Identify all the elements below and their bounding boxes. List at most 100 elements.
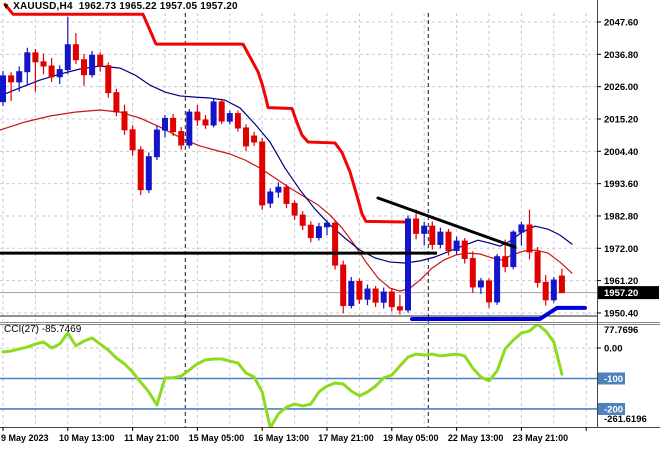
candle[interactable]: [372, 288, 379, 303]
candle[interactable]: [324, 222, 330, 228]
candle[interactable]: [72, 44, 79, 61]
candle[interactable]: [121, 111, 128, 131]
candle[interactable]: [162, 117, 168, 131]
candle[interactable]: [396, 306, 403, 311]
candle[interactable]: [429, 225, 436, 245]
candle[interactable]: [299, 214, 306, 226]
candle[interactable]: [445, 231, 452, 251]
candle[interactable]: [413, 218, 420, 234]
candle[interactable]: [24, 52, 31, 73]
candle[interactable]: [558, 275, 565, 294]
candle[interactable]: [48, 65, 55, 78]
price-axis-label: 1972.00: [604, 244, 638, 255]
time-axis-label: 23 May 21:00: [513, 433, 569, 443]
candle[interactable]: [105, 65, 112, 94]
candle[interactable]: [332, 222, 339, 266]
candle[interactable]: [405, 218, 411, 311]
time-axis-label: 16 May 13:00: [253, 433, 309, 443]
candle[interactable]: [356, 281, 363, 300]
candle[interactable]: [178, 131, 185, 146]
candle[interactable]: [275, 186, 282, 193]
price-axis[interactable]: 2047.60 2036.80 2026.00 2015.20 2004.40 1993.…: [597, 18, 659, 320]
candle[interactable]: [461, 240, 468, 259]
price-axis-label: 2004.40: [604, 147, 638, 158]
candle[interactable]: [226, 113, 233, 122]
candle[interactable]: [477, 280, 484, 288]
candle[interactable]: [348, 281, 355, 306]
candle[interactable]: [550, 279, 557, 301]
candle[interactable]: [40, 61, 47, 67]
candle[interactable]: [510, 231, 517, 268]
candle[interactable]: [64, 44, 71, 71]
candle[interactable]: [194, 111, 201, 121]
candle[interactable]: [494, 256, 501, 303]
time-axis-label: 11 May 21:00: [124, 433, 179, 443]
stop-line-blue[interactable]: [410, 305, 587, 321]
candle[interactable]: [32, 52, 39, 63]
time-axis[interactable]: 9 May 2023 10 May 13:00 11 May 21:00 15 May…: [1, 427, 587, 443]
candle[interactable]: [534, 251, 541, 283]
main-plot: [0, 2, 597, 321]
candle[interactable]: [170, 117, 177, 133]
candle[interactable]: [526, 224, 533, 253]
current-price-tag: [598, 286, 659, 300]
candle[interactable]: [502, 256, 509, 268]
candle[interactable]: [307, 224, 314, 239]
candle[interactable]: [218, 101, 225, 122]
candle[interactable]: [243, 127, 249, 147]
candle[interactable]: [421, 225, 428, 234]
candle[interactable]: [542, 281, 549, 301]
candle[interactable]: [202, 119, 209, 126]
candle[interactable]: [8, 75, 15, 83]
candle[interactable]: [129, 129, 136, 151]
candle[interactable]: [315, 226, 322, 239]
ma-navy-line[interactable]: [0, 65, 573, 264]
candle[interactable]: [251, 135, 258, 143]
candle[interactable]: [518, 224, 525, 233]
candle[interactable]: [186, 111, 193, 146]
candle[interactable]: [469, 257, 476, 288]
cci-axis-label: 0.00: [604, 344, 623, 355]
price-axis-label: 1950.40: [604, 308, 638, 319]
candle[interactable]: [380, 291, 387, 303]
candle[interactable]: [291, 202, 298, 216]
candle[interactable]: [364, 288, 371, 300]
candle[interactable]: [283, 186, 290, 204]
period-separators: [184, 13, 429, 427]
candle[interactable]: [113, 92, 120, 113]
candle[interactable]: [437, 231, 444, 245]
symbol-period-label: XAUUSD,H4: [13, 1, 73, 12]
candle[interactable]: [97, 54, 104, 67]
price-axis-label: 2036.80: [604, 50, 638, 61]
cci-axis-label: 77.7696: [604, 325, 638, 336]
stop-line-red[interactable]: [3, 2, 407, 224]
cci-line[interactable]: [1, 324, 564, 427]
time-axis-label: 17 May 21:00: [318, 433, 374, 443]
candle[interactable]: [145, 156, 152, 191]
cci-axis[interactable]: 77.7696 0.00 -100 -200-261.6196: [597, 325, 647, 425]
cci-axis-label: -200: [604, 404, 623, 415]
candle[interactable]: [81, 59, 87, 76]
candle[interactable]: [210, 101, 217, 126]
candle[interactable]: [486, 280, 492, 303]
candle[interactable]: [137, 149, 144, 191]
candle[interactable]: [234, 113, 241, 129]
candle[interactable]: [453, 240, 460, 251]
candle[interactable]: [340, 264, 347, 306]
trendline-object[interactable]: [376, 196, 517, 249]
candle[interactable]: [259, 141, 266, 206]
ohlc-readout: 1962.73 1965.22 1957.05 1957.20: [78, 1, 238, 12]
candle[interactable]: [0, 75, 6, 103]
candle[interactable]: [267, 191, 274, 204]
candle[interactable]: [16, 71, 23, 83]
candle[interactable]: [153, 129, 160, 158]
candle[interactable]: [89, 54, 96, 76]
time-axis-label: 22 May 13:00: [448, 433, 504, 443]
time-axis-label: 19 May 05:00: [383, 433, 439, 443]
window-marker-icon: ▼: [2, 2, 11, 11]
candle[interactable]: [388, 291, 395, 308]
price-axis-label: 1993.60: [604, 179, 638, 190]
price-axis-label: 2015.20: [604, 114, 638, 125]
candle[interactable]: [56, 69, 63, 78]
